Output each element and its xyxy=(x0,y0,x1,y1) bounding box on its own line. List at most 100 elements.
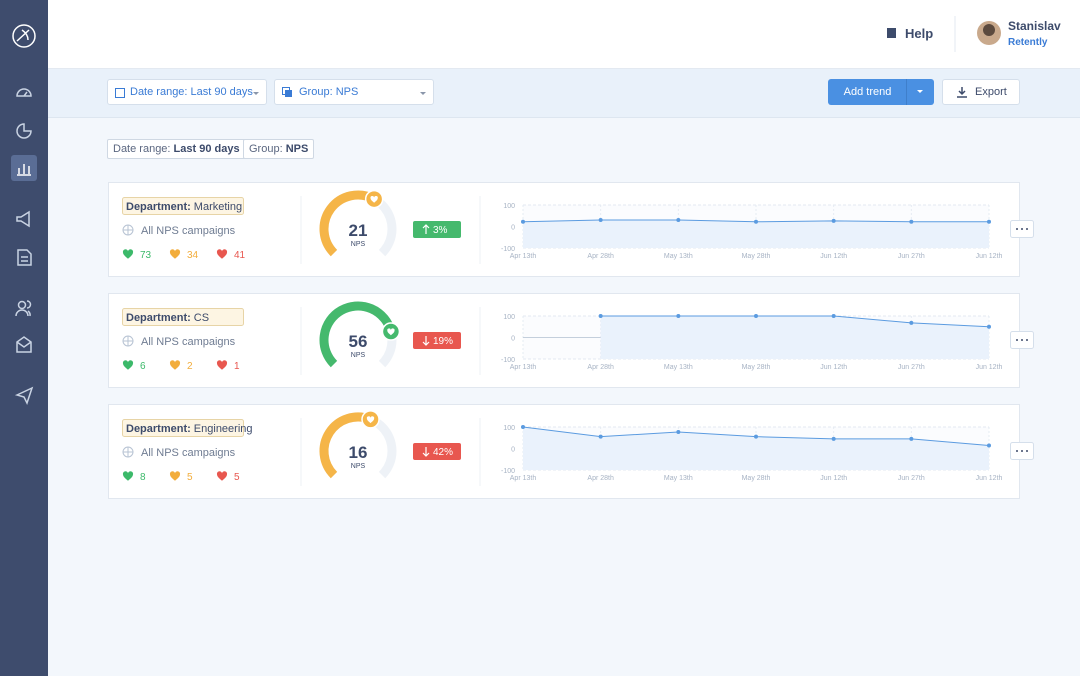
x-tick-label: Jun 12th xyxy=(976,364,1003,371)
more-button[interactable] xyxy=(1010,220,1034,238)
trend-point xyxy=(754,314,758,318)
y-tick-label: -100 xyxy=(501,468,515,475)
trend-point xyxy=(987,324,991,329)
more-dot xyxy=(1016,339,1018,341)
nps-label: NPS xyxy=(351,241,366,248)
help-link[interactable]: Help xyxy=(905,26,934,41)
date-range-label: Date range: xyxy=(130,86,188,98)
top-bar: Help Stanislav Retently xyxy=(48,0,1080,69)
gauge-arc xyxy=(319,301,396,368)
more-button[interactable] xyxy=(1010,331,1034,349)
caret xyxy=(420,92,426,95)
x-tick-label: May 13th xyxy=(664,253,693,260)
add-trend-label: Add trend xyxy=(843,86,892,98)
trend-point xyxy=(598,218,603,223)
filter-label: Date range: xyxy=(113,143,171,155)
gauge-heart xyxy=(366,416,375,424)
nps-score: 16 xyxy=(349,443,368,462)
caret xyxy=(253,92,259,95)
group-icon xyxy=(285,90,292,97)
trend-area xyxy=(600,316,989,359)
card-graphics: Department: Marketing All NPS campaigns 73 3… xyxy=(108,182,1034,277)
trend-point xyxy=(909,436,914,441)
y-tick-label: -100 xyxy=(501,246,515,253)
department-tag xyxy=(122,197,244,215)
x-tick-label: Apr 13th xyxy=(510,253,537,260)
x-tick-label: May 28th xyxy=(742,475,771,482)
add-trend-button[interactable]: Add trend xyxy=(828,79,934,105)
x-tick-label: Jun 12th xyxy=(976,253,1003,260)
trend-point xyxy=(598,434,603,439)
campaigns: All NPS campaigns xyxy=(141,225,236,237)
x-tick-label: Jun 27th xyxy=(898,253,925,260)
nav-trends[interactable] xyxy=(17,164,31,176)
detractors-count: 1 xyxy=(234,361,240,372)
department-label: Department: xyxy=(126,312,191,324)
detractors-count: 41 xyxy=(234,250,246,261)
date-range-value: Last 90 days xyxy=(190,86,253,98)
campaigns: All NPS campaigns xyxy=(141,447,236,459)
department-text: Department: Engineering xyxy=(126,423,253,435)
avatar-face xyxy=(983,24,995,36)
export-label: Export xyxy=(975,86,1007,98)
heart-icon xyxy=(122,360,134,370)
change-value: 42% xyxy=(433,447,453,458)
passives-count: 2 xyxy=(187,361,193,372)
export-icon xyxy=(957,87,967,98)
logo[interactable] xyxy=(12,24,36,48)
trend-card: Department: Marketing All NPS campaigns 73 3… xyxy=(108,182,1038,278)
filter-chip[interactable]: Date range: Last 90 days xyxy=(107,139,246,159)
more-dot xyxy=(1026,339,1028,341)
sidebar xyxy=(0,0,48,676)
add-trend-split[interactable] xyxy=(906,79,934,105)
user-name[interactable]: Stanislav xyxy=(1008,19,1061,33)
nav-surveys[interactable] xyxy=(17,249,32,266)
nps-score: 21 xyxy=(349,221,368,240)
more-dot xyxy=(1026,228,1028,230)
more-dot xyxy=(1016,450,1018,452)
department-name: Marketing xyxy=(194,201,242,213)
gauge-heart xyxy=(387,328,395,336)
date-range-dropdown[interactable]: Date range: Last 90 days xyxy=(107,79,267,105)
top-bar-icons xyxy=(887,16,1001,52)
heart-icon xyxy=(216,471,228,481)
trend-point xyxy=(676,218,681,223)
department-tag xyxy=(122,419,244,437)
more-button[interactable] xyxy=(1010,442,1034,460)
y-tick-label: 100 xyxy=(503,314,515,321)
nav-mail[interactable] xyxy=(16,336,32,353)
gauge-arc xyxy=(319,412,373,479)
export-button[interactable]: Export xyxy=(942,79,1020,105)
trend-card: Department: Engineering All NPS campaigns 8… xyxy=(108,404,1038,500)
trend-point xyxy=(521,219,525,224)
filter-label: Group: xyxy=(249,143,283,155)
department-text: Department: CS xyxy=(126,312,209,324)
trend-card: Department: CS All NPS campaigns 6 2 1 56 NPS 19… xyxy=(108,293,1038,389)
group-dropdown[interactable]: Group: NPS xyxy=(274,79,434,105)
change-arrow xyxy=(422,336,430,346)
nav-dashboard[interactable] xyxy=(16,88,32,97)
x-tick-label: May 28th xyxy=(742,253,771,260)
heart-icon xyxy=(122,471,134,481)
trend-area xyxy=(523,427,989,470)
change-arrow xyxy=(422,447,430,457)
logo-mark xyxy=(16,29,30,42)
heart-icon xyxy=(216,249,228,259)
more-dot xyxy=(1021,450,1023,452)
nav-campaigns[interactable] xyxy=(16,210,30,228)
filter-chip[interactable]: Group: NPS xyxy=(243,139,315,159)
trend-point xyxy=(598,314,603,318)
more-dot xyxy=(1021,228,1023,230)
nav-contacts[interactable] xyxy=(17,300,27,310)
caret xyxy=(917,90,923,93)
nav-reports[interactable] xyxy=(16,123,32,139)
x-tick-label: Apr 28th xyxy=(587,253,614,260)
filter-value: Last 90 days xyxy=(173,143,240,155)
trend-line xyxy=(600,315,990,328)
x-tick-label: Jun 27th xyxy=(898,475,925,482)
x-tick-label: Jun 12th xyxy=(820,475,847,482)
nav-send[interactable] xyxy=(14,386,34,405)
change-value: 3% xyxy=(433,225,448,236)
promoters-count: 73 xyxy=(140,250,152,261)
